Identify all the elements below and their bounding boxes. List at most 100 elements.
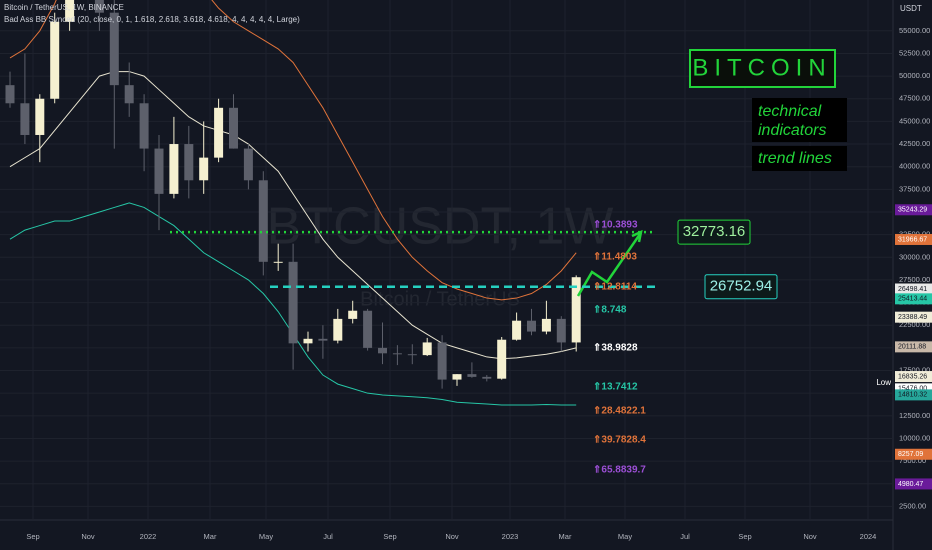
price-badge (895, 383, 932, 395)
x-tick-label: Jul (680, 532, 690, 541)
note: technical (758, 103, 822, 120)
candle-body (109, 12, 119, 86)
candle-body (243, 148, 253, 181)
price-badge (895, 448, 932, 460)
price-badge (895, 341, 932, 353)
y-tick-label: 17500.00 (899, 366, 930, 375)
x-tick-label: Mar (559, 532, 572, 541)
level-box (677, 219, 751, 245)
x-tick-label: 2023 (502, 532, 519, 541)
x-tick-label: 2022 (140, 532, 157, 541)
note: trend lines (758, 150, 832, 167)
candle-body (392, 353, 402, 355)
candle-body (541, 318, 551, 332)
note: indicators (758, 122, 826, 139)
candle-body (288, 261, 298, 344)
y-tick-label: 30000.00 (899, 252, 930, 261)
x-tick-label: Sep (26, 532, 39, 541)
y-tick-label: 55000.00 (899, 26, 930, 35)
candle-body (363, 310, 373, 348)
brand-box (689, 49, 836, 88)
price-badge-label: 20111.88 (898, 344, 926, 351)
candle-body (437, 342, 447, 380)
note-box (752, 98, 847, 142)
y-tick-label: 7500.00 (899, 456, 926, 465)
candle-body (497, 339, 507, 379)
band-label: ⇑12.8114 (593, 282, 637, 293)
price-badge (895, 233, 932, 245)
watermark-sub: Bitcoin / TetherUS (360, 288, 520, 310)
x-tick-label: Nov (81, 532, 95, 541)
axis-label: USDT (900, 4, 922, 13)
price-badge-tag: Low (876, 378, 891, 387)
y-tick-label: 27500.00 (899, 275, 930, 284)
candle-body (65, 0, 75, 22)
band-label: ⇑28.4822.1 (593, 406, 646, 417)
candle-body (407, 354, 417, 356)
x-tick-label: Jul (323, 532, 333, 541)
band-label: ⇑65.8839.7 (593, 465, 646, 476)
candle-body (452, 374, 462, 380)
level-label: 32773.16 (683, 223, 746, 240)
x-tick-label: 2024 (860, 532, 877, 541)
candle-body (258, 180, 268, 262)
band-label: ⇑8.748 (593, 305, 627, 316)
x-tick-label: Nov (445, 532, 459, 541)
candle-body (5, 85, 15, 104)
plot (5, 0, 581, 406)
price-badge-label: 25413.44 (898, 296, 927, 303)
candle-body (273, 261, 283, 263)
band-label: ⇑11.4803 (593, 252, 637, 263)
candle-body (139, 103, 149, 149)
candle-body (422, 342, 432, 356)
y-tick-label: 45000.00 (899, 116, 930, 125)
price-badge-label: 23388.49 (898, 314, 927, 321)
x-tick-label: Sep (738, 532, 751, 541)
subtitle: Bad Ass BB Synced (20, close, 0, 1, 1.61… (4, 15, 300, 24)
x-tick-label: May (618, 532, 632, 541)
candle-body (94, 0, 104, 13)
price-badge-label: 31966.67 (898, 236, 927, 243)
candle-body (527, 320, 536, 332)
candle-body (333, 318, 343, 341)
y-tick-label: 42500.00 (899, 139, 930, 148)
candle-body (199, 157, 209, 181)
trend-arrow (576, 233, 642, 297)
candle-body (571, 277, 581, 343)
band-label: ⇑39.7828.4 (593, 435, 646, 446)
candle-body (556, 318, 566, 343)
price-badge (895, 478, 932, 490)
arrow-head (631, 229, 643, 243)
band-line (9, 0, 577, 301)
price-badge (895, 311, 932, 323)
level-box (704, 274, 778, 300)
price-badge-label: 16835.26 (898, 373, 927, 380)
price-badge (895, 389, 932, 401)
price-badge (895, 293, 932, 305)
candle-body (154, 148, 164, 194)
price-badge-label: 4980.47 (898, 481, 923, 488)
candle-body (318, 338, 328, 341)
price-badge-label: 26498.41 (898, 286, 927, 293)
candle-body (214, 107, 224, 158)
y-tick-label: 22500.00 (899, 320, 930, 329)
candle-body (303, 338, 313, 344)
candle-body (467, 374, 477, 377)
price-badge (895, 204, 932, 216)
price-badge (895, 371, 932, 383)
candle-body (169, 144, 179, 194)
candle-body (378, 347, 387, 354)
band-label: ⇑38.9828 (593, 343, 638, 354)
price-badge-label: 14810.32 (898, 392, 927, 399)
title: Bitcoin / TetherUS, 1W, BINANCE (4, 3, 124, 12)
y-tick-label: 2500.00 (899, 501, 926, 510)
price-badge-label: 15476.00 (898, 386, 927, 393)
price-badge-label: 8257.09 (898, 451, 923, 458)
y-tick-label: 40000.00 (899, 162, 930, 171)
y-tick-label: 37500.00 (899, 184, 930, 193)
x-tick-label: Sep (383, 532, 396, 541)
candle-body (184, 144, 194, 181)
y-tick-label: 47500.00 (899, 94, 930, 103)
note-box (752, 146, 847, 171)
